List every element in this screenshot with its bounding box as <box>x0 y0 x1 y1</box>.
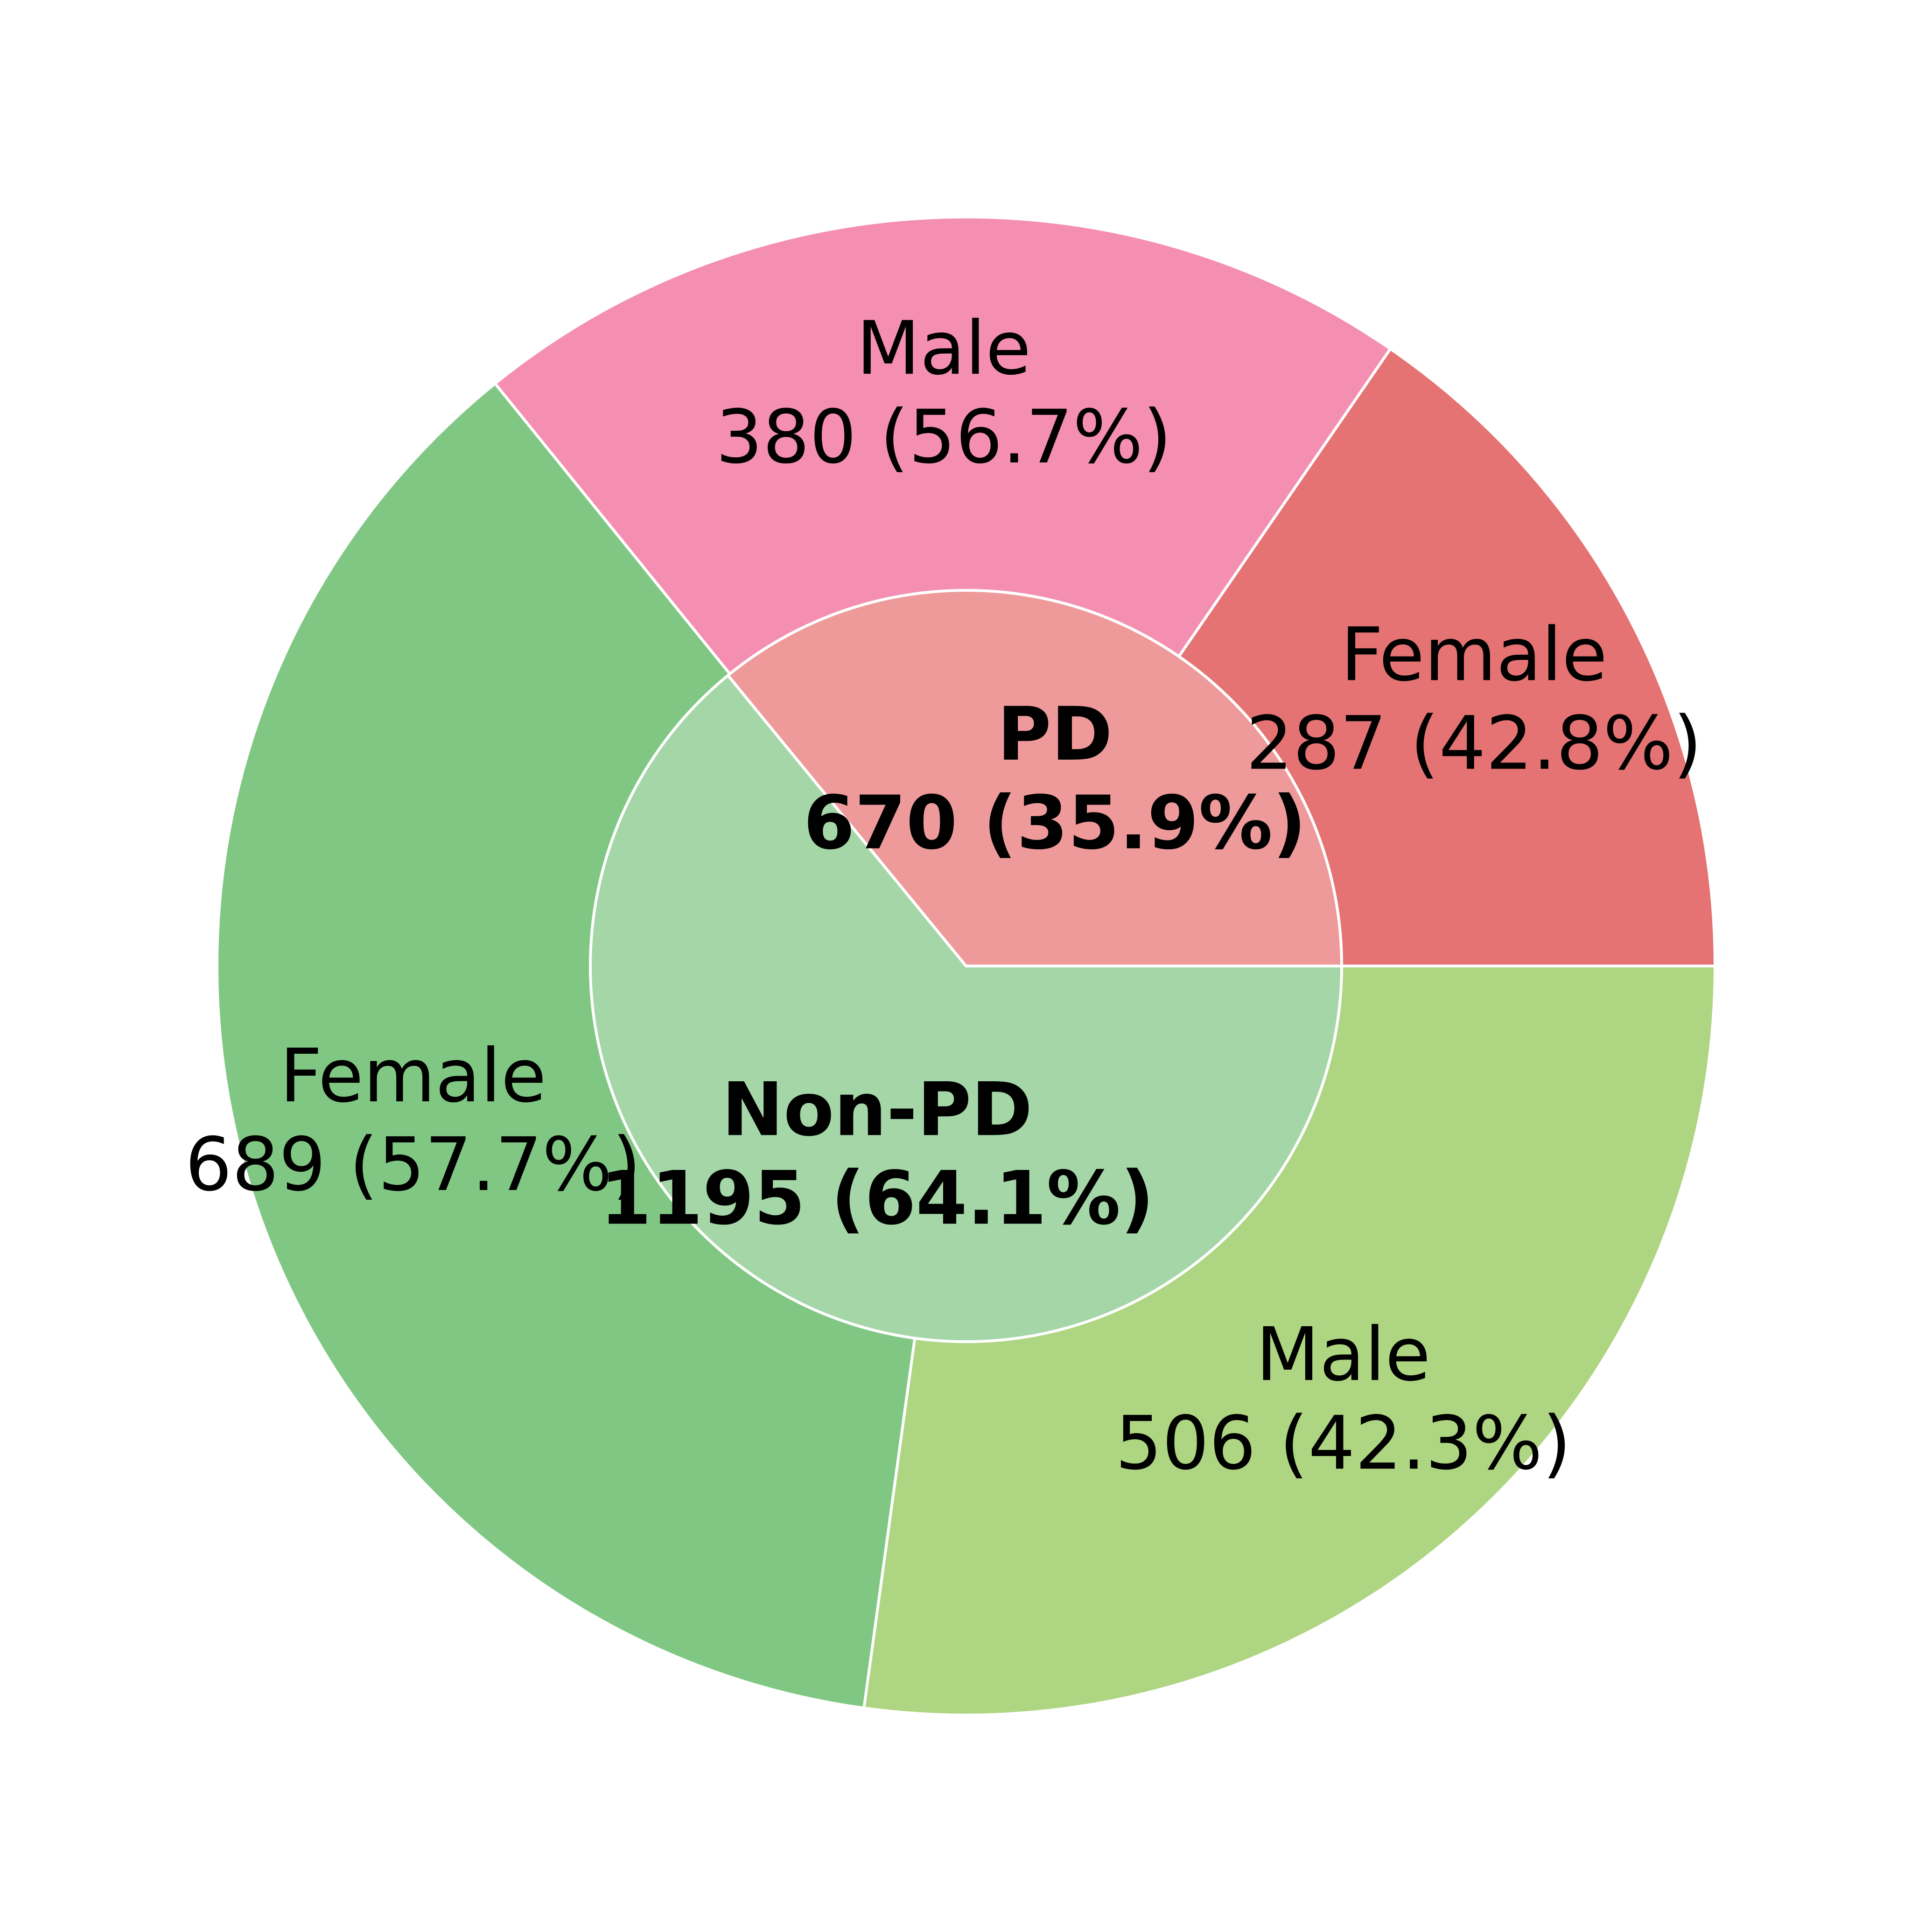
inner-non-pd-wedge <box>589 674 1343 1343</box>
inner-pd-label: PD 670 (35.9%) <box>804 692 1306 866</box>
outer-non-pd-female-label: Female 689 (57.7%) <box>185 1033 641 1208</box>
inner-non-pd-label: Non-PD 1195 (64.1%) <box>600 1067 1154 1241</box>
inner-non-pd-label-name: Non-PD <box>722 1067 1033 1153</box>
outer-pd-male-label-value: 380 (56.7%) <box>716 394 1172 480</box>
outer-pd-female-label-name: Female <box>1341 612 1607 698</box>
outer-non-pd-female-label-value: 689 (57.7%) <box>185 1122 641 1208</box>
inner-pd-label-name: PD <box>997 692 1113 777</box>
outer-pd-female-label-value: 287 (42.8%) <box>1246 700 1702 786</box>
inner-non-pd-label-value: 1195 (64.1%) <box>600 1155 1154 1241</box>
outer-non-pd-female-label-name: Female <box>280 1033 546 1119</box>
inner-pd-wedge <box>726 589 1343 967</box>
outer-non-pd-male-label: Male 506 (42.3%) <box>1115 1312 1571 1486</box>
outer-pd-male-label-name: Male <box>856 306 1031 392</box>
outer-pd-male-label: Male 380 (56.7%) <box>716 306 1172 480</box>
wedge-labels: Female 287 (42.8%)Male 380 (56.7%)Female 68… <box>185 306 1702 1486</box>
inner-ring <box>589 589 1343 1343</box>
outer-non-pd-male-label-name: Male <box>1256 1312 1430 1398</box>
outer-pd-female-label: Female 287 (42.8%) <box>1246 612 1702 786</box>
outer-non-pd-male-label-value: 506 (42.3%) <box>1115 1400 1571 1486</box>
inner-pd-label-value: 670 (35.9%) <box>804 780 1306 866</box>
outer-ring <box>216 216 1716 1716</box>
